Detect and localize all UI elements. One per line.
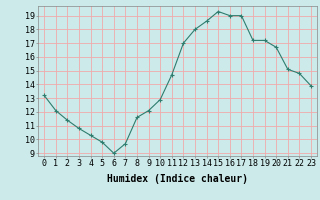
X-axis label: Humidex (Indice chaleur): Humidex (Indice chaleur) xyxy=(107,174,248,184)
